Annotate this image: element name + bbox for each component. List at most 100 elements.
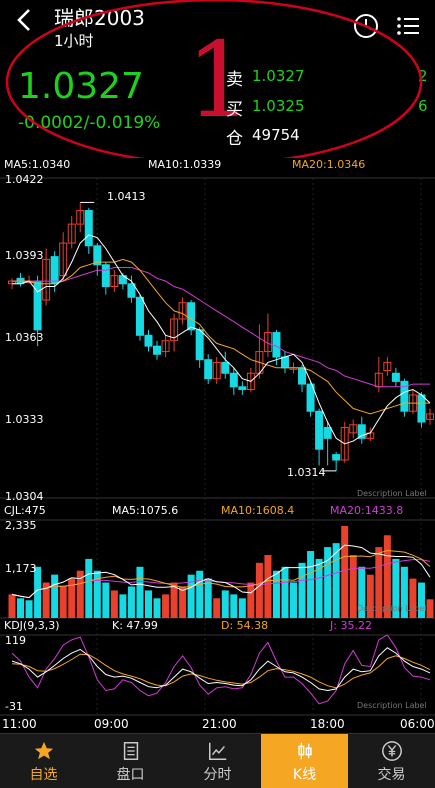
volume-bar <box>68 578 76 618</box>
price-axis-3: 1.0363 <box>5 331 44 344</box>
candle-body <box>400 380 409 412</box>
volume-ma10-line <box>11 549 431 599</box>
ma10-line <box>12 258 430 415</box>
kdj-k-line <box>11 647 431 692</box>
volume-bar <box>8 594 16 618</box>
volume-bar <box>272 570 280 618</box>
volume-bar <box>349 554 357 618</box>
description-label-volume: Description Label <box>357 604 427 613</box>
volume-bar <box>196 570 204 618</box>
volume-bar <box>375 547 383 618</box>
volume-bar <box>383 535 391 618</box>
time-axis-4: 18:00 <box>310 717 345 731</box>
volume-bar <box>324 547 332 618</box>
candle-body <box>298 367 307 385</box>
nav-label: 分时 <box>203 767 232 783</box>
volume-bar <box>221 590 229 618</box>
clock-icon[interactable] <box>352 12 380 40</box>
volume-bar <box>341 526 349 618</box>
ma10-label: MA10:1.0339 <box>148 158 222 171</box>
kdj-d-label: D: 54.38 <box>221 619 269 632</box>
price-high-mark: 1.0413 <box>107 190 146 203</box>
time-axis-1: 11:00 <box>2 717 37 731</box>
price-axis-bottom: 1.0304 <box>5 490 44 503</box>
open-interest-label: 仓 <box>226 129 243 149</box>
price-axis-2: 1.0393 <box>5 249 44 262</box>
candle-body <box>280 356 289 369</box>
open-interest-value: 49754 <box>252 126 300 144</box>
volume-bar <box>170 582 178 618</box>
volume-bar <box>238 598 246 618</box>
nav-timeshare[interactable]: 分时 <box>174 734 261 788</box>
back-icon[interactable] <box>14 6 34 40</box>
volume-bar <box>102 582 110 618</box>
candle-body <box>76 210 85 225</box>
vol-ma20-label: MA20:1433.8 <box>330 504 404 517</box>
volume-bar <box>153 598 161 618</box>
nav-kline[interactable]: K线 <box>261 734 348 788</box>
kdj-axis-top: 119 <box>5 634 26 647</box>
vol-ma5-label: MA5:1075.6 <box>112 504 179 517</box>
volume-bar <box>76 570 84 618</box>
candle-body <box>50 256 59 285</box>
volume-bar <box>17 598 25 618</box>
candle-body <box>110 275 119 287</box>
volume-bar <box>366 574 374 618</box>
candle-body <box>246 372 255 391</box>
ma20-line <box>12 267 430 388</box>
candle-body <box>340 426 349 461</box>
candle-body <box>170 318 179 342</box>
volume-bar <box>85 558 93 618</box>
candle-body <box>101 264 110 287</box>
volume-bar <box>42 582 50 618</box>
buy-label: 买 <box>226 100 243 120</box>
volume-bar <box>400 566 408 618</box>
kdj-k-label: K: 47.99 <box>112 619 158 632</box>
volume-bar <box>93 570 101 618</box>
kdj-j-label: J: 35.22 <box>330 619 372 632</box>
candle-body <box>195 329 204 361</box>
price-low-mark: 1.0314 <box>287 466 326 479</box>
ma20-label: MA20:1.0346 <box>292 158 366 171</box>
candle-body <box>417 394 426 423</box>
ma5-line <box>12 234 431 445</box>
nav-trade[interactable]: 交易 <box>348 734 435 788</box>
volume-bar <box>392 558 400 618</box>
candle-body <box>426 413 434 420</box>
volume-bar <box>332 543 340 618</box>
volume-bar <box>179 586 187 618</box>
candle-body <box>84 210 93 247</box>
price-axis-top: 1.0422 <box>5 173 44 186</box>
bottom-nav: 自选 盘口 分时 K线 交易 <box>0 733 435 788</box>
volume-bar <box>110 590 118 618</box>
volume-bar <box>281 566 289 618</box>
candle-body <box>178 302 187 320</box>
yen-coin-icon <box>381 741 402 761</box>
nav-watchlist[interactable]: 自选 <box>0 734 87 788</box>
cjl-label: CJL:475 <box>4 504 46 517</box>
candle-body <box>272 332 281 358</box>
volume-bar <box>290 582 298 618</box>
line-chart-icon <box>208 742 226 760</box>
volume-bar <box>247 582 255 618</box>
nav-orderbook[interactable]: 盘口 <box>87 734 174 788</box>
candle-body <box>391 372 400 382</box>
volume-bar <box>127 586 135 618</box>
volume-bar <box>358 566 366 618</box>
candle-body <box>306 383 315 412</box>
ma5-label: MA5:1.0340 <box>4 158 71 171</box>
buy-price: 1.0325 <box>252 97 305 115</box>
candle-body <box>127 283 136 298</box>
kline-chart[interactable] <box>0 158 435 733</box>
volume-bar <box>409 578 417 618</box>
kdj-label: KDJ(9,3,3) <box>4 619 60 632</box>
price-axis-4: 1.0333 <box>5 413 44 426</box>
menu-list-icon[interactable] <box>394 12 422 40</box>
candlestick-icon <box>297 742 312 760</box>
candle-body <box>59 242 68 277</box>
volume-bar <box>230 594 238 618</box>
volume-bar <box>426 599 434 618</box>
volume-bar <box>162 594 170 618</box>
volume-bar <box>315 558 323 618</box>
volume-bar <box>204 578 212 618</box>
